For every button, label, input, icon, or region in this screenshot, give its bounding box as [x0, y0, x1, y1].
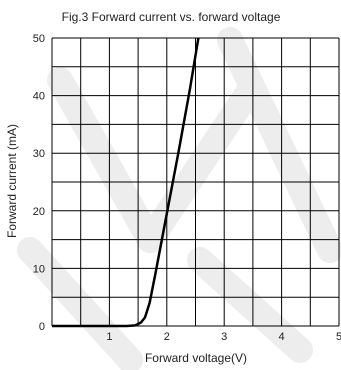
x-tick-label-0: 1	[106, 331, 112, 343]
grid	[51, 37, 340, 327]
watermark-stroke-2	[217, 27, 341, 263]
chart-title: Fig.3 Forward current vs. forward voltag…	[62, 10, 281, 24]
y-tick-label-2: 20	[33, 206, 45, 218]
watermark-stroke-0	[47, 67, 163, 253]
watermark-stroke-3	[17, 237, 143, 370]
series-layer	[52, 37, 200, 328]
y-axis-label: Forward current (mA)	[5, 124, 19, 238]
series-line-0	[52, 37, 200, 328]
y-tick-label-5: 50	[33, 33, 45, 45]
x-tick-label-2: 3	[221, 331, 227, 343]
x-axis-label: Forward voltage(V)	[145, 351, 247, 365]
watermark-stroke-4	[187, 247, 313, 363]
x-tick-label-1: 2	[164, 331, 170, 343]
x-tick-label-3: 4	[279, 331, 285, 343]
y-tick-label-3: 30	[33, 148, 45, 160]
y-tick-label-0: 0	[39, 321, 45, 333]
watermark	[17, 27, 341, 370]
y-tick-label-4: 40	[33, 91, 45, 103]
x-tick-label-4: 5	[336, 331, 341, 343]
y-tick-label-1: 10	[33, 263, 45, 275]
